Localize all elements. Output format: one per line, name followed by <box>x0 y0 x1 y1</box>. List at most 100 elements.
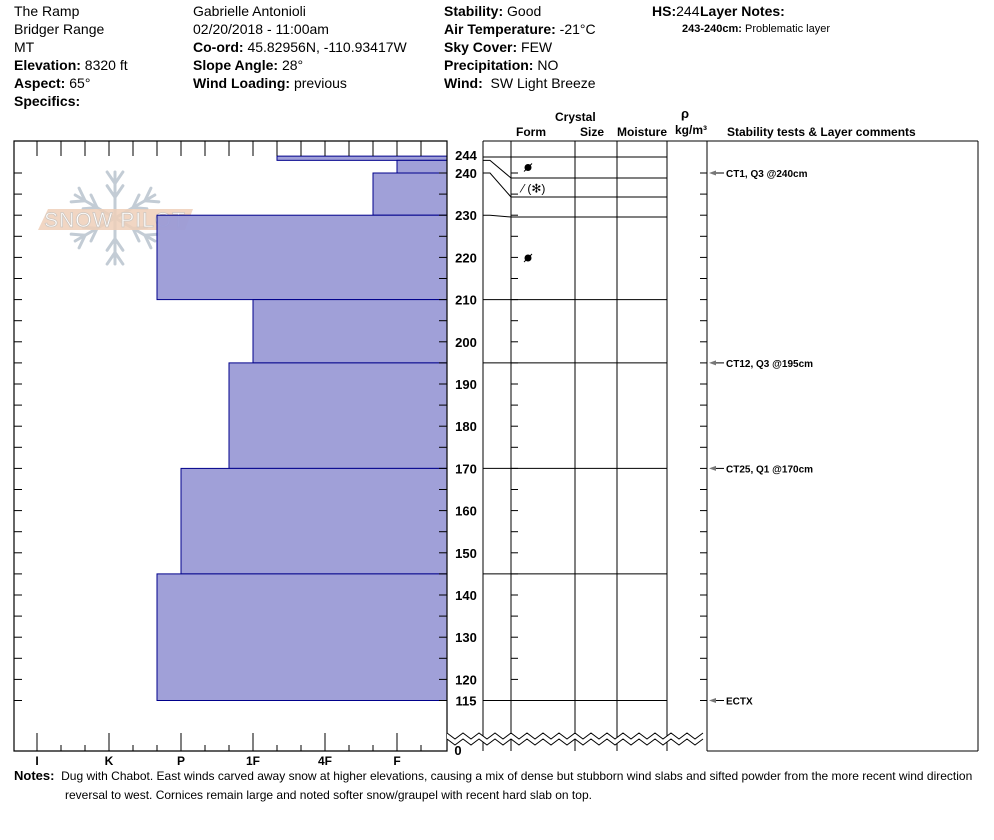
snowflake-branch <box>131 206 149 211</box>
depth-label: 190 <box>455 377 477 392</box>
snowflake-branch <box>105 184 117 199</box>
grain-form-symbol: ⁄ (✻) <box>519 182 545 196</box>
depth-label: 210 <box>455 293 477 308</box>
layer-note: 243-240cm: Problematic layer <box>682 23 830 35</box>
depth-label: 160 <box>455 504 477 519</box>
snowflake-branch <box>89 193 99 210</box>
depth-label: 170 <box>455 461 477 476</box>
snowflake-branch <box>77 186 87 203</box>
hardness-label: 4F <box>318 754 332 768</box>
header-col-conditions: Stability: Good Air Temperature: -21°C S… <box>444 2 596 92</box>
hardness-bar <box>180 467 448 575</box>
hardness-bar <box>156 573 448 702</box>
observation-datetime: 02/20/2018 - 11:00am <box>193 21 329 37</box>
location-name: The Ramp <box>14 3 80 19</box>
depth-label: 150 <box>455 546 477 561</box>
snow-height: HS:244 <box>652 3 700 19</box>
logo-text: SNOW PILOT <box>44 209 186 232</box>
depth-label: 220 <box>455 250 477 265</box>
depth-label: 200 <box>455 335 477 350</box>
snowflake-branch <box>131 226 141 243</box>
hardness-bar <box>156 214 448 301</box>
layer-boundary-line <box>483 214 667 218</box>
hardness-label: F <box>393 754 400 768</box>
stability-test-label: CT12, Q3 @195cm <box>726 359 813 370</box>
hardness-plot-frame <box>13 140 448 752</box>
hardness-bar <box>276 155 448 161</box>
hardness-bar <box>252 299 448 364</box>
hardness-bar <box>228 362 448 469</box>
snowflake-branch <box>143 233 153 250</box>
logo-banner <box>38 209 193 230</box>
snowflake-branch <box>113 170 125 185</box>
snowflake-branch <box>113 237 125 252</box>
axis-break-zigzag <box>446 732 704 740</box>
stability-arrow-icon <box>709 170 716 176</box>
depth-label: 140 <box>455 588 477 603</box>
hardness-label: I <box>35 754 38 768</box>
snowflake-branch <box>143 186 153 203</box>
grain-form-icon <box>523 163 533 172</box>
coordinates: Co-ord: 45.82956N, -110.93417W <box>193 39 407 55</box>
slope-angle: Slope Angle: 28° <box>193 57 304 73</box>
state-name: MT <box>14 39 35 55</box>
depth-label: 0 <box>454 743 461 758</box>
col-stability-comments: Stability tests & Layer comments <box>727 125 916 139</box>
snowflake-branch <box>89 226 99 243</box>
wind: Wind: SW Light Breeze <box>444 75 596 91</box>
stability-test-label: CT1, Q3 @240cm <box>726 169 808 180</box>
observer-name: Gabrielle Antonioli <box>193 3 306 19</box>
col-crystal: Crystal <box>555 110 596 124</box>
depth-label: 130 <box>455 630 477 645</box>
snowflake-branch <box>69 232 87 237</box>
air-temperature: Air Temperature: -21°C <box>444 21 596 37</box>
depth-label: 115 <box>456 694 477 709</box>
grain-slash <box>523 163 533 172</box>
layer-notes-title: Layer Notes: <box>700 3 785 19</box>
layer-boundary-line <box>483 159 667 179</box>
col-size: Size <box>580 125 605 139</box>
snowflake-branch <box>77 233 87 250</box>
stability-arrow-icon <box>709 698 716 703</box>
hardness-bar <box>372 172 448 216</box>
grain-form-icon <box>523 253 533 263</box>
layer-boundary-line <box>483 172 667 198</box>
grain-slash <box>523 253 533 263</box>
stability-arrow-icon <box>709 360 716 366</box>
snowflake-branch <box>105 251 117 266</box>
depth-label: 240 <box>455 166 477 181</box>
col-density: kg/m³ <box>675 123 708 137</box>
depth-label: 180 <box>455 419 477 434</box>
stability-test-label: ECTX <box>726 697 753 708</box>
stability-arrow-icon <box>709 465 716 471</box>
range-name: Bridger Range <box>14 21 105 37</box>
header-col-location: The Ramp Bridger Range MT Elevation: 832… <box>14 2 128 110</box>
snowflake-branch <box>69 199 87 204</box>
stability-test-label: CT25, Q1 @170cm <box>726 464 813 475</box>
axis-break-zigzag <box>446 738 704 746</box>
hardness-bar <box>396 159 448 174</box>
snowflake-branch <box>81 206 99 211</box>
depth-label: 230 <box>455 208 477 223</box>
hardness-label: P <box>177 754 185 768</box>
wind-loading: Wind Loading: previous <box>193 75 347 91</box>
aspect: Aspect: 65° <box>14 75 91 91</box>
snowflake-branch <box>113 184 125 199</box>
precipitation: Precipitation: NO <box>444 57 559 73</box>
col-rho: ρ <box>681 106 690 121</box>
hardness-label: 1F <box>246 754 260 768</box>
specifics: Specifics: <box>14 93 81 109</box>
depth-label: 244 <box>455 148 477 163</box>
snowflake-branch <box>105 237 117 252</box>
hardness-label: K <box>105 754 114 768</box>
snowflake-branch <box>143 199 161 204</box>
snowpilot-logo: SNOW PILOT <box>38 170 193 266</box>
sky-cover: Sky Cover: FEW <box>444 39 553 55</box>
elevation: Elevation: 8320 ft <box>14 57 128 73</box>
snowflake-branch <box>105 170 117 185</box>
snowflake-branch <box>131 193 141 210</box>
header-col-observer: Gabrielle Antonioli 02/20/2018 - 11:00am… <box>193 2 407 92</box>
col-form: Form <box>516 125 546 139</box>
notes: Notes: Dug with Chabot. East winds carve… <box>14 768 973 802</box>
